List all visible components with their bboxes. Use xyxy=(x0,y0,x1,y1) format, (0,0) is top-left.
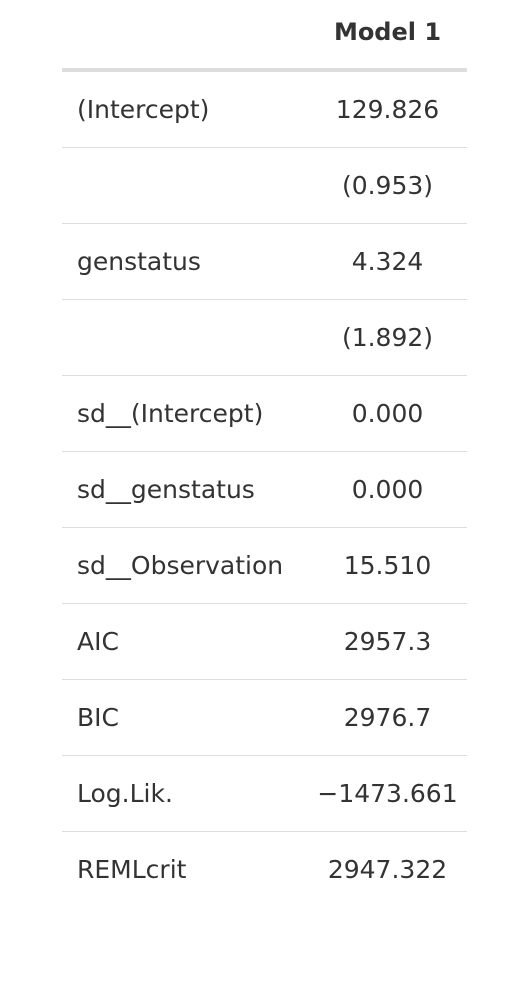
table-row: (0.953) xyxy=(62,147,467,224)
regression-table-container: Model 1 (Intercept) 129.826 (0.953) gens… xyxy=(62,0,467,907)
row-value: 4.324 xyxy=(308,223,467,300)
model-name: Model 1 xyxy=(333,18,442,46)
header-row: Model 1 xyxy=(62,0,467,72)
header-label-cell xyxy=(62,0,308,72)
table-row: AIC 2957.3 xyxy=(62,603,467,680)
row-value: (0.953) xyxy=(308,147,467,224)
regression-table: Model 1 (Intercept) 129.826 (0.953) gens… xyxy=(62,0,467,907)
row-label: sd__Observation xyxy=(62,527,308,604)
row-value: 15.510 xyxy=(308,527,467,604)
row-label: (Intercept) xyxy=(62,70,308,148)
table-row: sd__Observation 15.510 xyxy=(62,527,467,604)
row-value: 0.000 xyxy=(308,451,467,528)
row-value: 129.826 xyxy=(308,70,467,148)
table-row: REMLcrit 2947.322 xyxy=(62,832,467,908)
table-row: sd__(Intercept) 0.000 xyxy=(62,375,467,452)
row-label: sd__genstatus xyxy=(62,451,308,528)
row-label: AIC xyxy=(62,603,308,680)
row-label: sd__(Intercept) xyxy=(62,375,308,452)
row-label xyxy=(62,147,308,224)
row-value: (1.892) xyxy=(308,299,467,376)
row-label: genstatus xyxy=(62,223,308,300)
row-value: 2957.3 xyxy=(308,603,467,680)
row-label: Log.Lik. xyxy=(62,755,308,832)
table-row: Log.Lik. −1473.661 xyxy=(62,755,467,832)
row-label: BIC xyxy=(62,679,308,756)
row-label xyxy=(62,299,308,376)
header-model-cell: Model 1 xyxy=(308,0,467,72)
table-row: BIC 2976.7 xyxy=(62,679,467,756)
table-header: Model 1 xyxy=(62,0,467,72)
table-row: sd__genstatus 0.000 xyxy=(62,451,467,528)
row-value: 0.000 xyxy=(308,375,467,452)
table-body: (Intercept) 129.826 (0.953) genstatus 4.… xyxy=(62,70,467,907)
row-value: 2976.7 xyxy=(308,679,467,756)
table-row: (1.892) xyxy=(62,299,467,376)
row-label: REMLcrit xyxy=(77,855,187,884)
table-row: (Intercept) 129.826 xyxy=(62,70,467,148)
row-value: 2947.322 xyxy=(327,855,448,884)
row-value: −1473.661 xyxy=(308,755,467,832)
table-row: genstatus 4.324 xyxy=(62,223,467,300)
